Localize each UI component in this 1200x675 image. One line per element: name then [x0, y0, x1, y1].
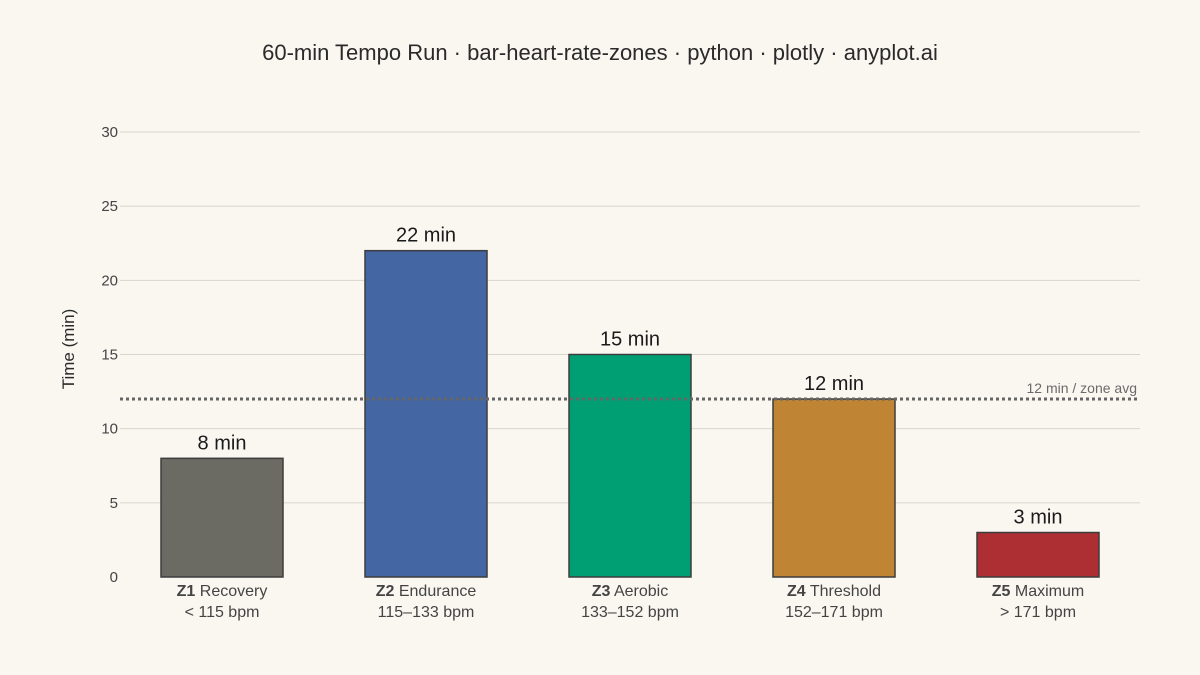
bar-data-labels: 8 min 22 min 15 min 12 min 3 min: [198, 225, 1063, 529]
zone-code: Z1: [177, 583, 196, 600]
zone-name: Aerobic: [610, 583, 668, 600]
y-axis-ticks: 0 5 10 15 20 25 30: [101, 124, 118, 586]
y-tick-label: 15: [101, 347, 118, 364]
y-tick-label: 20: [101, 272, 118, 289]
x-tick-label: Z4 Threshold: [787, 583, 881, 600]
zone-name: Maximum: [1010, 583, 1084, 600]
zone-name: Recovery: [195, 583, 267, 600]
bar-data-label: 22 min: [396, 225, 456, 247]
x-tick-label: Z2 Endurance: [376, 583, 477, 600]
x-tick-label: Z1 Recovery: [177, 583, 268, 600]
bar-data-label: 12 min: [804, 373, 864, 395]
reference-line-group: 12 min / zone avg: [120, 380, 1140, 401]
zone-code: Z3: [592, 583, 611, 600]
bar-z2: [364, 249, 488, 578]
y-axis-label: Time (min): [59, 309, 78, 390]
x-tick-label: Z5 Maximum: [992, 583, 1084, 600]
bars: [160, 249, 1100, 578]
bar-data-label: 15 min: [600, 329, 660, 351]
zone-code: Z5: [992, 583, 1011, 600]
zone-name: Threshold: [806, 583, 881, 600]
y-tick-label: 5: [110, 495, 118, 512]
zone-code: Z4: [787, 583, 806, 600]
bar-z3: [568, 353, 692, 578]
y-tick-label: 25: [101, 198, 118, 215]
x-tick-range-label: 115–133 bpm: [378, 604, 475, 621]
zone-code: Z2: [376, 583, 395, 600]
x-tick-range-label: < 115 bpm: [185, 604, 260, 621]
chart-title: 60-min Tempo Run · bar-heart-rate-zones …: [262, 40, 938, 65]
bar-data-label: 8 min: [198, 432, 247, 454]
reference-line-label: 12 min / zone avg: [1026, 380, 1137, 396]
y-tick-label: 30: [101, 124, 118, 141]
x-tick-range-label: 133–152 bpm: [581, 604, 679, 621]
x-tick-range-label: 152–171 bpm: [785, 604, 883, 621]
x-axis-categories: Z1 Recovery < 115 bpm Z2 Endurance 115–133 …: [177, 583, 1085, 621]
x-tick-label: Z3 Aerobic: [592, 583, 668, 600]
bar-z1: [160, 457, 284, 578]
y-tick-label: 10: [101, 421, 118, 438]
y-tick-label: 0: [110, 569, 118, 586]
bar-z5: [976, 531, 1100, 578]
bar-data-label: 3 min: [1014, 507, 1063, 529]
x-tick-range-label: > 171 bpm: [1000, 604, 1076, 621]
zone-name: Endurance: [394, 583, 476, 600]
bar-z4: [772, 398, 896, 578]
